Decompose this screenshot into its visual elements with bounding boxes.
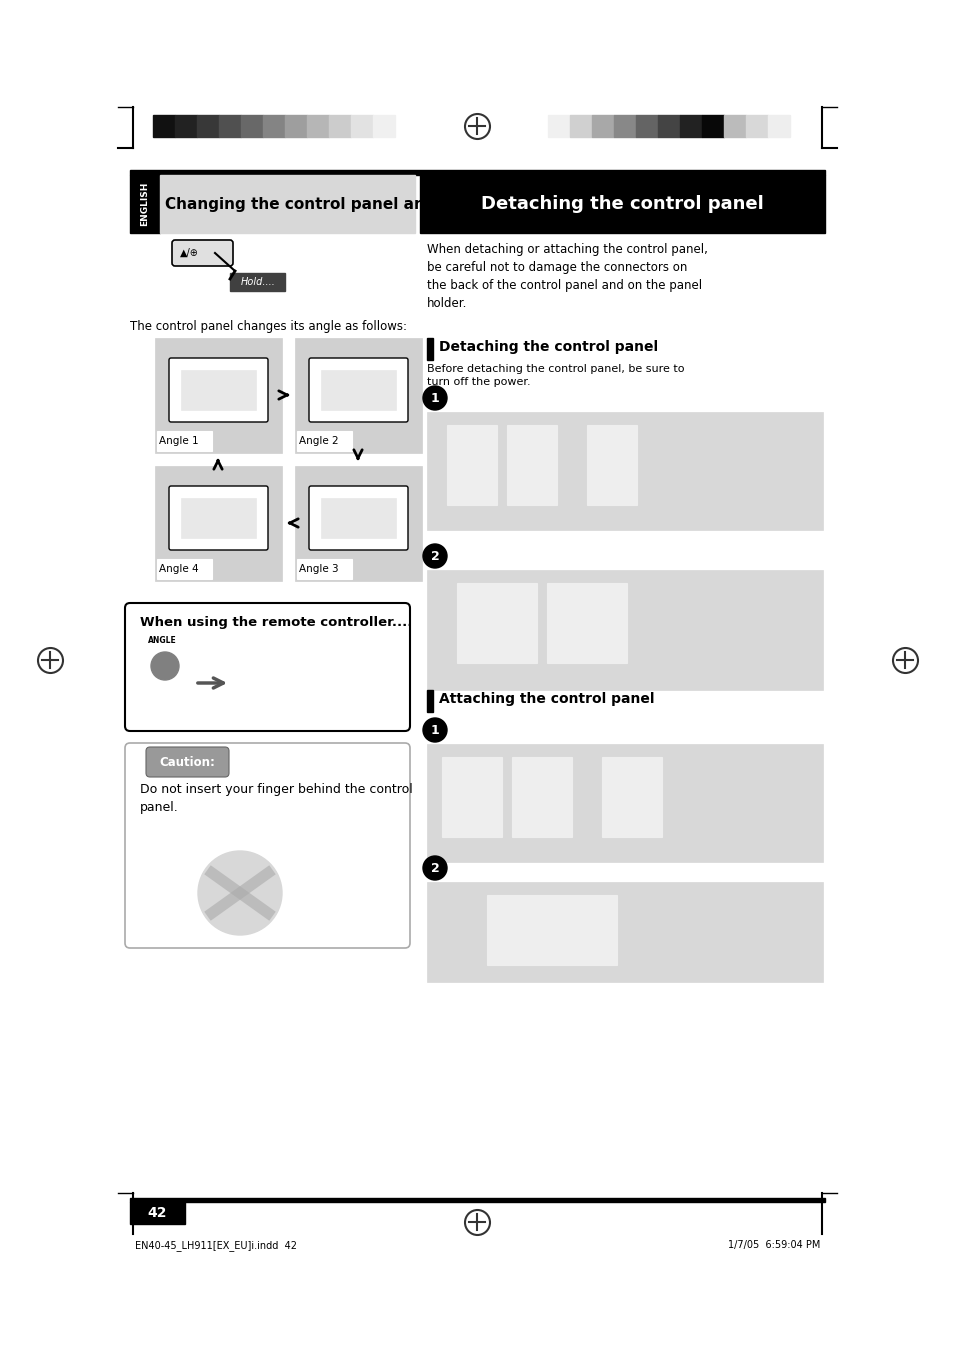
Bar: [181, 370, 255, 409]
FancyBboxPatch shape: [169, 486, 268, 550]
FancyBboxPatch shape: [146, 747, 229, 777]
Text: 1: 1: [430, 392, 439, 404]
Text: Angle 3: Angle 3: [298, 563, 338, 574]
Bar: [569, 115, 592, 136]
Bar: [427, 744, 822, 862]
Bar: [636, 115, 658, 136]
Bar: [294, 338, 421, 453]
Bar: [447, 426, 497, 505]
Bar: [745, 115, 767, 136]
Bar: [154, 466, 282, 581]
Bar: [130, 1198, 824, 1202]
Bar: [174, 115, 196, 136]
Bar: [219, 115, 241, 136]
Bar: [241, 115, 263, 136]
Bar: [294, 466, 421, 581]
Text: The control panel changes its angle as follows:: The control panel changes its angle as f…: [130, 320, 407, 332]
Text: When detaching or attaching the control panel,
be careful not to damage the conn: When detaching or attaching the control …: [427, 243, 707, 309]
Circle shape: [422, 386, 447, 409]
Bar: [547, 115, 569, 136]
Bar: [160, 176, 415, 232]
Bar: [592, 115, 614, 136]
Text: Detaching the control panel: Detaching the control panel: [480, 195, 763, 213]
Bar: [263, 115, 285, 136]
Bar: [614, 115, 636, 136]
Bar: [130, 170, 824, 176]
Text: Caution:: Caution:: [159, 755, 214, 769]
Text: Angle 1: Angle 1: [159, 436, 198, 446]
Bar: [601, 757, 661, 838]
Bar: [506, 426, 557, 505]
FancyBboxPatch shape: [169, 358, 268, 422]
Circle shape: [422, 544, 447, 567]
Bar: [427, 412, 822, 530]
Text: Do not insert your finger behind the control
panel.: Do not insert your finger behind the con…: [140, 784, 413, 815]
Circle shape: [151, 653, 179, 680]
Bar: [427, 690, 433, 712]
Bar: [296, 559, 352, 580]
FancyBboxPatch shape: [125, 603, 410, 731]
Bar: [157, 559, 212, 580]
Bar: [679, 115, 701, 136]
Text: 42: 42: [147, 1206, 167, 1220]
Text: ENGLISH: ENGLISH: [140, 182, 150, 226]
Bar: [427, 570, 822, 690]
Bar: [456, 584, 537, 663]
Bar: [723, 115, 745, 136]
Bar: [320, 370, 395, 409]
Bar: [196, 115, 219, 136]
FancyBboxPatch shape: [309, 358, 408, 422]
Text: ▲/⊕: ▲/⊕: [180, 249, 198, 258]
Bar: [130, 176, 160, 232]
Bar: [285, 115, 307, 136]
Bar: [157, 431, 212, 451]
FancyBboxPatch shape: [172, 240, 233, 266]
Text: Hold....: Hold....: [240, 277, 275, 286]
Bar: [427, 882, 822, 982]
Bar: [230, 273, 285, 290]
Bar: [586, 426, 637, 505]
FancyBboxPatch shape: [125, 743, 410, 948]
Bar: [154, 338, 282, 453]
Text: 2: 2: [430, 862, 439, 874]
Text: EN40-45_LH911[EX_EU]i.indd  42: EN40-45_LH911[EX_EU]i.indd 42: [135, 1240, 296, 1251]
Bar: [152, 115, 174, 136]
Bar: [512, 757, 572, 838]
Bar: [701, 115, 723, 136]
Text: 1/7/05  6:59:04 PM: 1/7/05 6:59:04 PM: [727, 1240, 820, 1250]
Text: Angle 4: Angle 4: [159, 563, 198, 574]
Text: Detaching the control panel: Detaching the control panel: [438, 340, 658, 354]
Text: When using the remote controller....: When using the remote controller....: [140, 616, 412, 630]
Bar: [441, 757, 501, 838]
Bar: [419, 176, 824, 232]
Bar: [767, 115, 789, 136]
Bar: [427, 338, 433, 359]
Text: ANGLE: ANGLE: [148, 636, 176, 644]
Text: Changing the control panel angle: Changing the control panel angle: [165, 196, 451, 212]
FancyBboxPatch shape: [309, 486, 408, 550]
Bar: [296, 431, 352, 451]
Bar: [486, 894, 617, 965]
Bar: [307, 115, 329, 136]
Text: 1: 1: [430, 724, 439, 736]
Bar: [658, 115, 679, 136]
Text: 2: 2: [430, 550, 439, 562]
Text: Before detaching the control panel, be sure to
turn off the power.: Before detaching the control panel, be s…: [427, 363, 684, 388]
Bar: [373, 115, 395, 136]
Circle shape: [422, 857, 447, 880]
Bar: [329, 115, 351, 136]
Circle shape: [422, 717, 447, 742]
Bar: [320, 499, 395, 538]
Bar: [546, 584, 626, 663]
Text: Attaching the control panel: Attaching the control panel: [438, 692, 654, 707]
Text: Angle 2: Angle 2: [298, 436, 338, 446]
Bar: [130, 1202, 185, 1224]
Bar: [351, 115, 373, 136]
Circle shape: [198, 851, 282, 935]
Bar: [181, 499, 255, 538]
